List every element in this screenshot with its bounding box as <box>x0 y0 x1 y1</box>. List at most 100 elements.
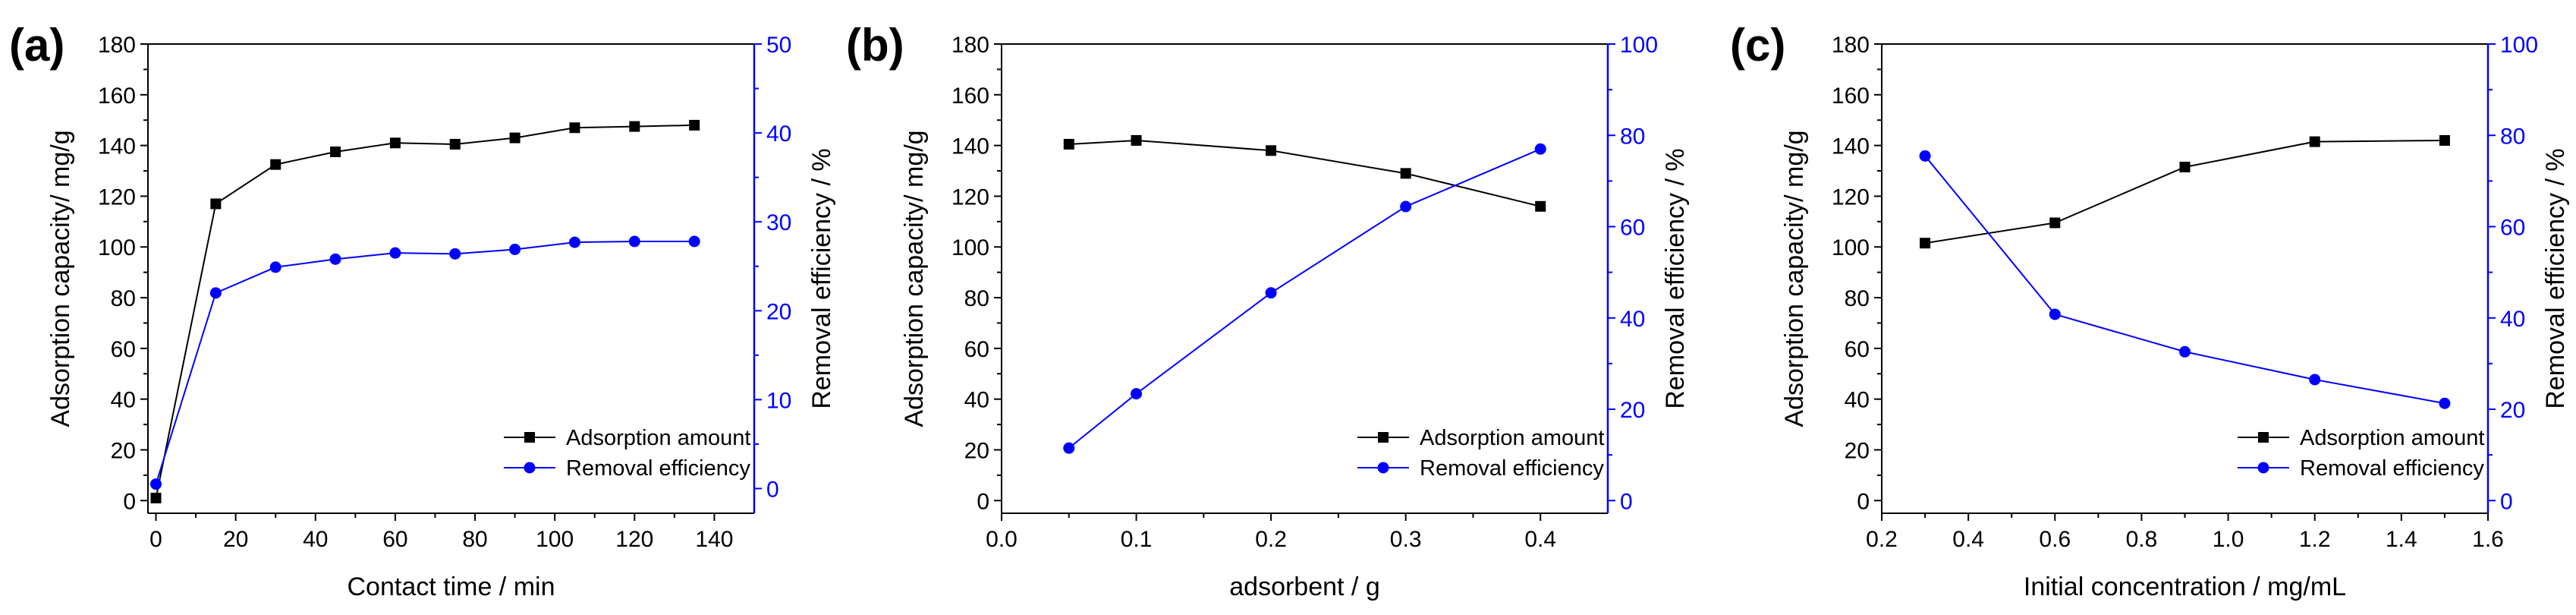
y-right-tick-label: 30 <box>766 210 791 235</box>
data-point-square <box>1063 138 1074 150</box>
y-left-tick-label: 160 <box>951 84 989 109</box>
panel-b: (b) 0.0 0.1 0.2 0.3 0.4 0 20 40 60 80 100 120 140 160 1… <box>846 20 1690 601</box>
x-tick-label: 0.8 <box>2126 527 2158 552</box>
x-tick-label: 0.4 <box>1952 527 1984 552</box>
y-left-tick-label: 20 <box>964 438 989 463</box>
y-right-tick-label: 100 <box>1620 33 1658 58</box>
data-point-square <box>389 137 401 149</box>
y-right-tick-label: 10 <box>766 388 791 413</box>
legend-marker-square <box>2258 432 2269 443</box>
data-point-circle <box>269 261 282 273</box>
series-line-removal-efficiency <box>155 240 695 484</box>
data-point-square <box>2179 162 2191 173</box>
y-left-tick-label: 100 <box>951 235 989 260</box>
data-point-square <box>150 492 162 503</box>
y-right-tick-label: 0 <box>766 477 779 502</box>
x-tick-label: 0.2 <box>1866 527 1898 552</box>
x-tick-label: 1.4 <box>2386 527 2417 552</box>
data-point-circle <box>1063 442 1075 454</box>
x-tick-label: 0.2 <box>1255 527 1287 552</box>
x-tick-label: 0 <box>149 527 162 552</box>
panel-label: (c) <box>1730 20 1785 71</box>
y-left-tick-label: 160 <box>1832 84 1870 109</box>
legend-label: Removal efficiency <box>1420 456 1604 481</box>
data-point-circle <box>1400 200 1412 213</box>
y-left-tick-label: 60 <box>111 337 136 362</box>
y-right-tick-label: 20 <box>766 299 791 324</box>
y-left-tick-label: 180 <box>1832 33 1870 58</box>
series-line-removal-efficiency <box>1924 155 2445 405</box>
x-tick-label: 0.1 <box>1121 527 1153 552</box>
legend-marker-square <box>524 432 535 443</box>
y-left-tick-label: 120 <box>98 184 136 210</box>
y-left-tick-label: 80 <box>964 286 989 311</box>
legend-marker-circle <box>1377 462 1389 474</box>
data-point-square <box>330 146 341 157</box>
y-right-tick-label: 40 <box>766 121 791 147</box>
y-left-tick-label: 20 <box>1845 438 1870 463</box>
x-tick-label: 40 <box>303 527 328 552</box>
y-left-tick-label: 0 <box>123 489 136 514</box>
y-right-tick-label: 0 <box>2500 489 2513 514</box>
y-left-tick-label: 60 <box>1845 337 1870 362</box>
y-left-tick-label: 40 <box>111 388 136 413</box>
legend-label: Removal efficiency <box>566 456 750 481</box>
data-point-circle <box>1534 143 1546 155</box>
data-point-square <box>270 159 282 170</box>
y-left-tick-label: 100 <box>98 235 136 260</box>
legend-marker-circle <box>2257 462 2269 474</box>
x-tick-label: 0.0 <box>986 527 1018 552</box>
x-tick-label: 1.0 <box>2213 527 2244 552</box>
legend-label: Adsorption amount <box>1420 426 1604 450</box>
x-tick-label: 0.6 <box>2039 527 2071 552</box>
data-point-circle <box>2049 308 2061 320</box>
data-point-square <box>629 121 640 132</box>
y-left-tick-label: 40 <box>1845 388 1870 413</box>
data-point-circle <box>209 287 222 299</box>
series-line-removal-efficiency <box>1068 148 1541 449</box>
data-point-circle <box>688 235 700 248</box>
panel-c: (c) 0.2 0.4 0.6 0.8 1.0 1.2 1.4 1.6 0 20 40 60 80 100 1… <box>1730 20 2570 601</box>
y-right-axis-title: Removal efficiency / % <box>1661 148 1690 408</box>
y-right-axis-title: Removal efficiency / % <box>2541 148 2570 408</box>
panel-label: (b) <box>846 20 904 71</box>
y-left-tick-label: 180 <box>951 33 989 58</box>
x-tick-label: 80 <box>462 527 487 552</box>
y-left-tick-label: 0 <box>1857 489 1870 514</box>
y-left-tick-label: 0 <box>977 489 989 514</box>
x-tick-label: 100 <box>536 527 574 552</box>
y-right-tick-label: 20 <box>2500 398 2525 423</box>
data-point-square <box>689 119 700 131</box>
y-right-tick-label: 60 <box>2500 216 2525 241</box>
series-line-adsorption-amount <box>155 124 695 499</box>
data-point-square <box>2309 136 2320 147</box>
legend-label: Adsorption amount <box>2300 426 2484 450</box>
legend-marker-circle <box>524 462 536 474</box>
y-right-tick-label: 80 <box>1620 124 1645 149</box>
data-point-square <box>2049 217 2061 229</box>
x-axis-title: adsorbent / g <box>1229 572 1379 601</box>
x-tick-label: 1.6 <box>2472 527 2504 552</box>
data-point-circle <box>568 236 580 248</box>
data-point-circle <box>509 243 521 255</box>
y-left-tick-label: 180 <box>98 33 136 58</box>
data-point-square <box>1920 238 1931 249</box>
data-point-square <box>509 132 521 144</box>
y-left-tick-label: 40 <box>964 388 989 413</box>
series-line-adsorption-amount <box>1924 139 2445 244</box>
x-tick-label: 0.4 <box>1524 527 1556 552</box>
legend-label: Removal efficiency <box>2300 456 2484 481</box>
y-left-axis-title: Adsorption capacity/ mg/g <box>46 130 75 427</box>
data-point-square <box>1400 168 1411 179</box>
x-tick-label: 140 <box>695 527 733 552</box>
y-left-tick-label: 160 <box>98 84 136 109</box>
x-tick-label: 120 <box>615 527 653 552</box>
data-point-circle <box>389 247 401 259</box>
data-point-circle <box>449 248 461 260</box>
data-point-circle <box>1265 287 1277 299</box>
x-tick-label: 60 <box>382 527 407 552</box>
y-right-tick-label: 50 <box>766 33 791 58</box>
y-left-tick-label: 140 <box>98 134 136 159</box>
